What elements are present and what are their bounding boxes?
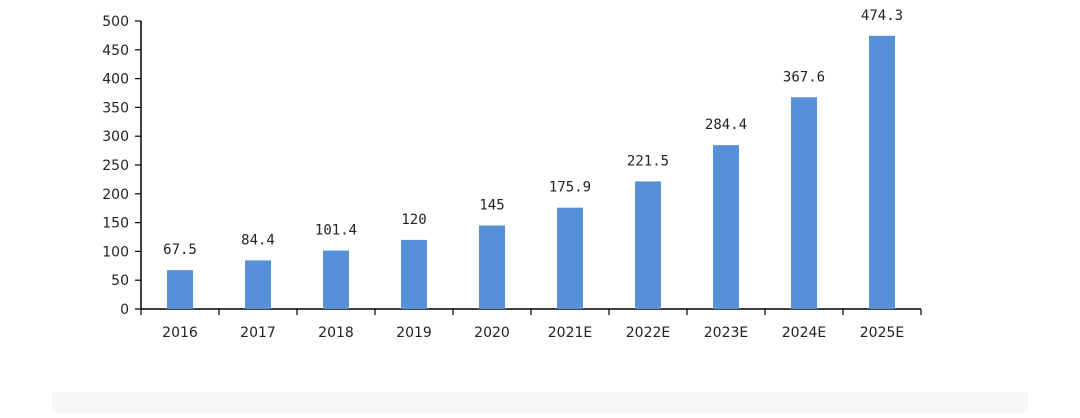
x-tick-label: 2019 <box>396 325 432 341</box>
y-tick-label: 50 <box>111 273 129 289</box>
x-tick-label: 2018 <box>318 325 354 341</box>
bar-value-label: 367.6 <box>783 69 825 85</box>
bar-value-label: 221.5 <box>627 153 669 169</box>
bar <box>245 260 271 309</box>
bar-value-label: 175.9 <box>549 180 591 196</box>
bottom-band <box>52 392 1028 413</box>
bar-value-label: 101.4 <box>315 223 357 239</box>
bar <box>401 239 427 309</box>
x-tick-label: 2020 <box>474 325 510 341</box>
x-tick-label: 2025E <box>860 325 904 341</box>
bar-value-label: 84.4 <box>241 232 275 248</box>
x-tick-label: 2023E <box>704 325 748 341</box>
bar <box>557 207 583 309</box>
x-tick-label: 2017 <box>240 325 276 341</box>
bar <box>869 35 895 310</box>
bar <box>791 97 817 310</box>
y-tick-label: 150 <box>102 216 129 232</box>
bar-value-label: 120 <box>401 212 426 228</box>
y-tick-label: 300 <box>102 129 129 145</box>
y-tick-label: 200 <box>102 187 129 203</box>
y-tick-label: 450 <box>102 43 129 59</box>
y-tick-label: 0 <box>120 302 129 318</box>
y-axis: 0 50 100 150 200 250 300 350 400 450 500 <box>102 14 142 318</box>
bar-value-label: 474.3 <box>861 8 903 24</box>
x-axis: 2016 2017 2018 2019 2020 2021E 2022E 2023E 2024E… <box>140 308 922 341</box>
y-tick-label: 350 <box>102 100 129 116</box>
bar <box>713 145 739 309</box>
bar <box>635 181 661 309</box>
y-tick-label: 100 <box>102 244 129 260</box>
bar <box>323 250 349 309</box>
data-labels: 67.5 84.4 101.4 120 145 175.9 221.5 284.4 367.6 4… <box>163 8 903 258</box>
x-tick-label: 2024E <box>782 325 826 341</box>
bar-value-label: 67.5 <box>163 242 197 258</box>
y-tick-label: 400 <box>102 72 129 88</box>
x-tick-label: 2021E <box>548 325 592 341</box>
bar-value-label: 145 <box>479 197 504 213</box>
bar <box>167 270 193 309</box>
bar-value-label: 284.4 <box>705 117 747 133</box>
y-tick-label: 250 <box>102 158 129 174</box>
bars <box>167 35 895 310</box>
bar <box>479 225 505 309</box>
x-tick-label: 2022E <box>626 325 670 341</box>
y-tick-label: 500 <box>102 14 129 30</box>
x-tick-label: 2016 <box>162 325 198 341</box>
